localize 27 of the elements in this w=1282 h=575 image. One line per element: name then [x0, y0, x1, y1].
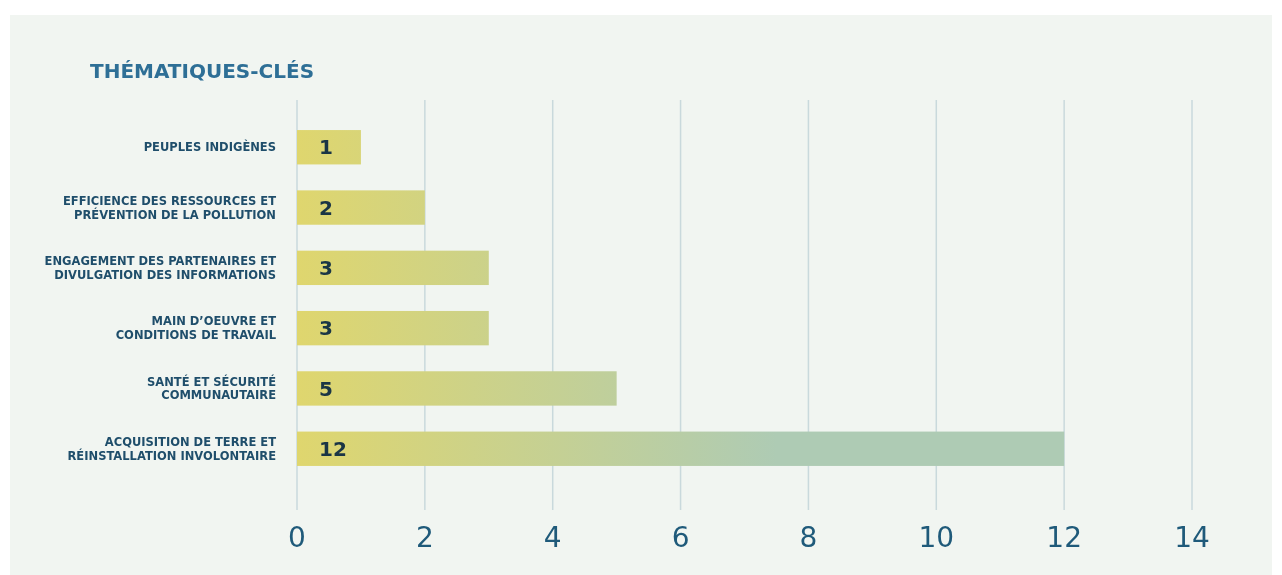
- bar: [297, 190, 425, 225]
- bar: [297, 431, 1065, 466]
- x-tick-label: 10: [918, 521, 955, 554]
- x-tick-label: 12: [1046, 521, 1082, 554]
- data-label: 2: [319, 195, 333, 220]
- data-label: 3: [319, 256, 333, 281]
- y-tick-label: ENGAGEMENT DES PARTENAIRES ET DIVULGATION DES INFORMATIONS: [44, 254, 277, 282]
- x-tick-label: 4: [543, 521, 562, 554]
- y-tick-label: EFFICIENCE DES RESSOURCES ET PRÉVENTION DE LA POLLUTION: [62, 193, 277, 222]
- x-tick-label: 8: [799, 521, 818, 554]
- bar: [297, 130, 361, 165]
- y-tick-label: SANTÉ ET SÉCURITÉ COMMUNAUTAIRE: [147, 373, 277, 403]
- bar: [297, 250, 489, 286]
- data-label: 1: [319, 135, 333, 160]
- chart-title: THÉMATIQUES-CLÉS: [90, 59, 315, 83]
- bar: [297, 371, 617, 406]
- data-label: 3: [319, 316, 333, 341]
- x-tick-label: 0: [288, 521, 306, 554]
- bar: [297, 310, 489, 346]
- x-tick-label: 14: [1174, 521, 1210, 554]
- data-label: 5: [319, 376, 333, 401]
- data-label: 12: [319, 436, 347, 461]
- y-tick-label: PEUPLES INDIGÈNES: [143, 139, 276, 155]
- y-tick-label: MAIN D’OEUVRE ET CONDITIONS DE TRAVAIL: [115, 314, 277, 343]
- x-tick-label: 6: [671, 521, 690, 554]
- y-tick-label: ACQUISITION DE TERRE ET RÉINSTALLATION INVOLONTAIRE: [67, 434, 277, 463]
- x-tick-label: 2: [415, 521, 434, 554]
